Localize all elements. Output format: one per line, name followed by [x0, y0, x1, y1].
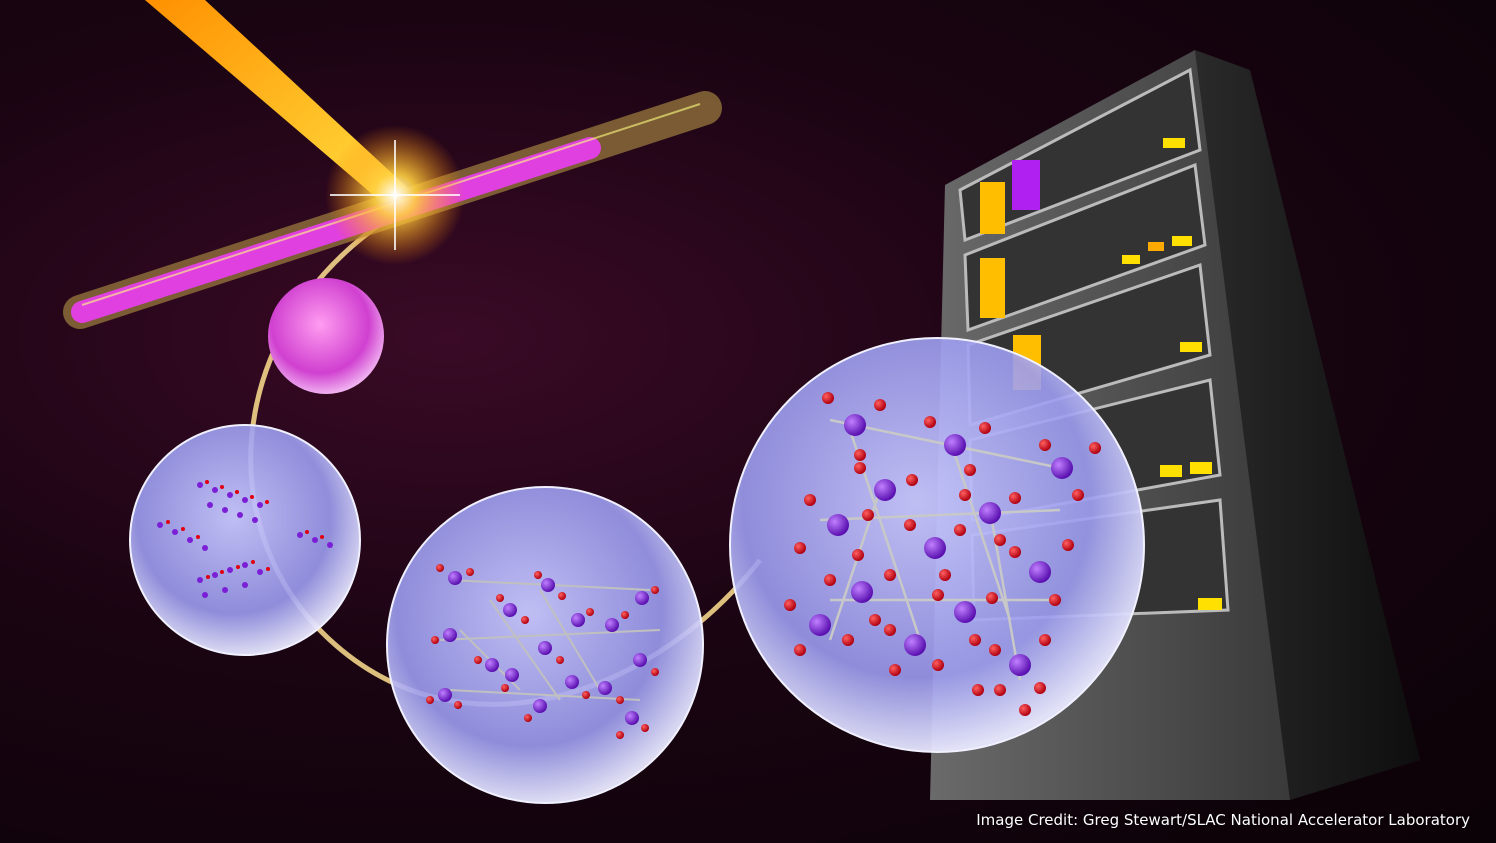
crystal-bubble-medium — [387, 487, 703, 803]
status-led-icon — [1163, 138, 1185, 148]
crystal-bubble-small — [130, 425, 360, 655]
sample-droplet — [268, 278, 384, 394]
image-credit: Image Credit: Greg Stewart/SLAC National… — [976, 811, 1470, 829]
crystal-bubble-large — [730, 338, 1144, 752]
